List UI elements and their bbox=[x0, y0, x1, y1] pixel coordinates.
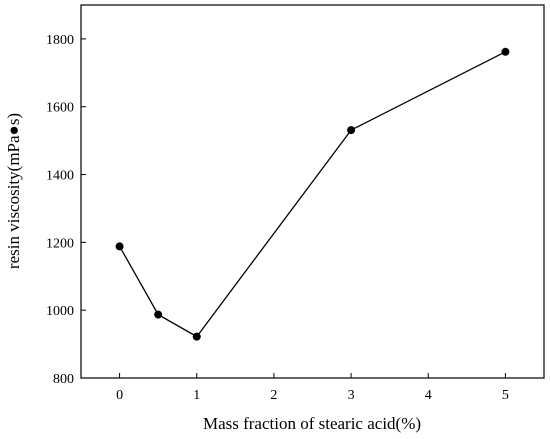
y-tick-label: 1200 bbox=[46, 236, 74, 251]
x-tick-label: 2 bbox=[270, 388, 277, 403]
y-tick-label: 1800 bbox=[46, 33, 74, 48]
x-tick-label: 4 bbox=[425, 388, 432, 403]
data-point bbox=[192, 332, 201, 341]
y-axis-title: resin viscosity(mPa●s) bbox=[4, 113, 23, 269]
x-tick-label: 1 bbox=[193, 388, 200, 403]
data-point bbox=[154, 310, 163, 319]
data-point bbox=[347, 126, 356, 135]
plot-frame bbox=[80, 4, 545, 379]
y-tick-label: 1400 bbox=[46, 169, 74, 184]
series-line bbox=[119, 51, 506, 338]
x-tick-label: 0 bbox=[116, 388, 123, 403]
y-tick-label: 800 bbox=[53, 372, 74, 387]
data-point bbox=[501, 47, 510, 56]
data-point bbox=[115, 242, 124, 251]
y-tick-label: 1000 bbox=[46, 304, 74, 319]
x-axis-title: Mass fraction of stearic acid(%) bbox=[203, 414, 421, 433]
x-tick-label: 5 bbox=[502, 388, 509, 403]
x-tick-label: 3 bbox=[348, 388, 355, 403]
x-axis-ticks: 0 1 2 3 4 5 bbox=[116, 373, 509, 403]
y-axis-ticks: 800 1000 1200 1400 1600 1800 bbox=[46, 33, 86, 387]
series-layer bbox=[115, 47, 510, 341]
y-tick-label: 1600 bbox=[46, 101, 74, 116]
